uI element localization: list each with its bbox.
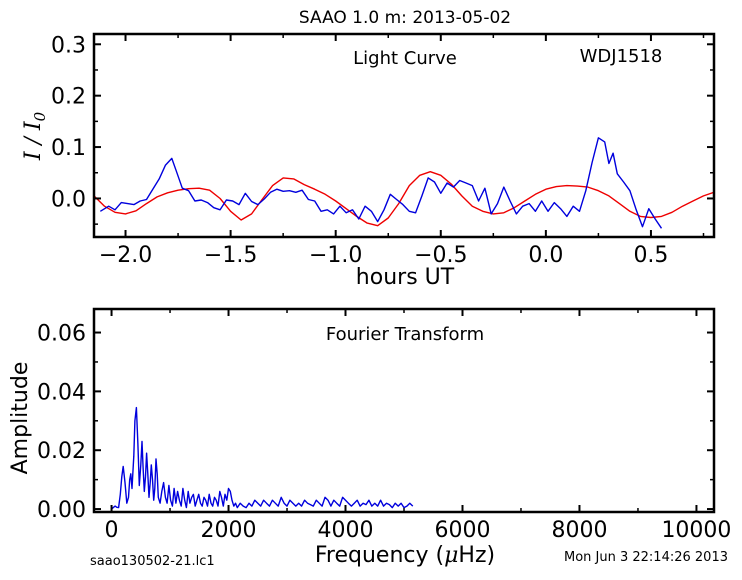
fourier-data-line	[111, 406, 414, 510]
fourier-xlabel-post: Hz)	[458, 543, 495, 568]
fourier-xtick-label: 8000	[551, 518, 607, 543]
fourier-xlabel: Frequency (μHz)	[315, 543, 495, 568]
fourier-title: Fourier Transform	[326, 324, 484, 345]
ylabel-subscript: 0	[31, 111, 49, 121]
figure-title: SAAO 1.0 m: 2013-05-02	[299, 8, 511, 28]
light-curve-xtick-label: 0.5	[633, 243, 668, 268]
light-curve-ytick-label: 0.2	[51, 85, 86, 110]
light-curve-xtick-label: −0.5	[414, 243, 467, 268]
fourier-xlabel-mu: μ	[444, 543, 458, 568]
light-curve-frame	[92, 32, 716, 239]
light-curve-xlabel: hours UT	[356, 265, 455, 290]
light-curve-annotation: WDJ1518	[580, 46, 663, 67]
fourier-xtick-label: 2000	[201, 518, 257, 543]
light-curve-xtick-label: −1.5	[204, 243, 257, 268]
light-curve-ytick-label: 0.1	[51, 136, 86, 161]
fourier-ytick-label: 0.06	[37, 322, 86, 347]
fourier-xtick-label: 0	[105, 518, 119, 543]
fourier-ytick-label: 0.04	[37, 380, 86, 405]
fourier-series-layer	[111, 406, 414, 510]
light-curve-data-line	[99, 137, 663, 229]
fourier-ytick-label: 0.00	[37, 498, 86, 523]
fourier-xlabel-pre: Frequency (	[315, 543, 444, 568]
footer-timestamp: Mon Jun 3 22:14:26 2013	[564, 550, 728, 565]
fourier-frame	[92, 307, 716, 514]
light-curve-ytick-label: 0.3	[51, 33, 86, 58]
light-curve-xtick-label: −2.0	[99, 243, 152, 268]
light-curve-ticks-layer: −2.0 −1.5 −1.0 −0.5 0.0 0.5 0.0 0.1 0.2 0.3	[51, 33, 714, 268]
fourier-xtick-label: 4000	[318, 518, 374, 543]
light-curve-xtick-label: 0.0	[528, 243, 563, 268]
fourier-ylabel: Amplitude	[8, 362, 33, 475]
light-curve-ytick-label: 0.0	[51, 187, 86, 212]
light-curve-panel: −2.0 −1.5 −1.0 −0.5 0.0 0.5 0.0 0.1 0.2 0.3 Light…	[21, 32, 716, 290]
light-curve-ylabel: I / I0	[21, 111, 49, 161]
light-curve-xtick-label: −1.0	[309, 243, 362, 268]
fourier-ytick-label: 0.02	[37, 439, 86, 464]
light-curve-series-layer	[94, 137, 714, 229]
light-curve-model-line	[94, 170, 714, 227]
fourier-transform-panel: 0 2000 4000 6000 8000 10000 0.00 0.02 0.04 0.06 F…	[8, 307, 731, 568]
fourier-ticks-layer: 0 2000 4000 6000 8000 10000 0.00 0.02 0.04 0.06	[37, 309, 731, 543]
ylabel-main: I / I	[21, 120, 46, 161]
light-curve-title: Light Curve	[353, 48, 457, 69]
fourier-xtick-label: 6000	[434, 518, 490, 543]
footer-filename: saao130502-21.lc1	[90, 554, 215, 569]
fourier-xtick-label: 10000	[661, 518, 731, 543]
